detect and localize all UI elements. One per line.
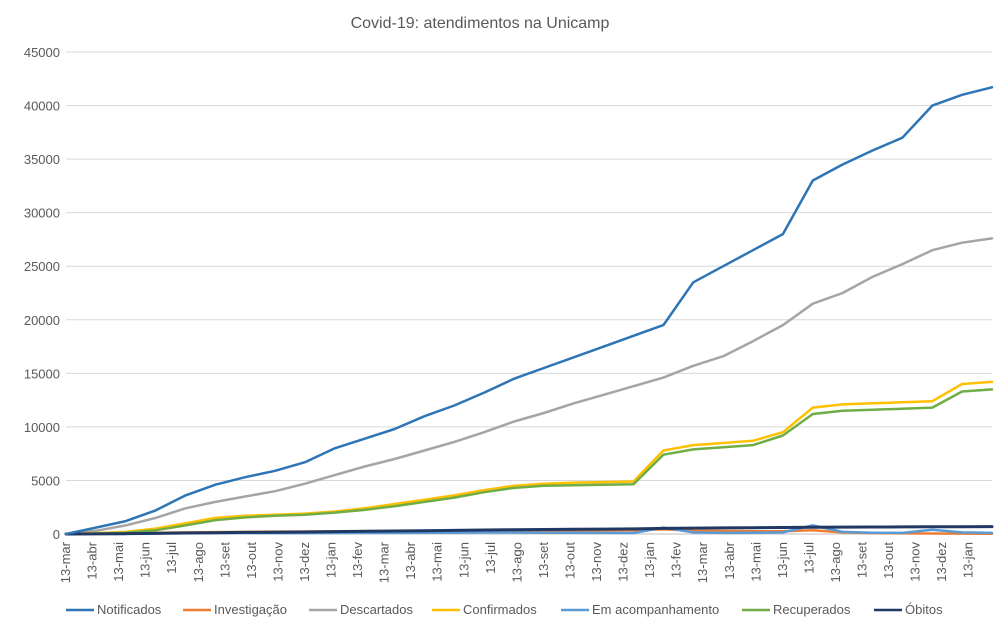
x-tick-label: 13-abr <box>403 541 418 579</box>
x-tick-label: 13-mar <box>377 541 392 583</box>
y-tick-label: 45000 <box>24 45 60 60</box>
x-tick-label: 13-nov <box>908 542 923 582</box>
x-tick-label: 13-fev <box>669 542 684 579</box>
y-tick-label: 15000 <box>24 366 60 381</box>
x-tick-label: 13-nov <box>270 542 285 582</box>
legend-label: Investigação <box>214 602 287 617</box>
x-tick-label: 13-jan <box>961 542 976 578</box>
x-tick-label: 13-out <box>881 542 896 579</box>
y-axis: 0 5000 10000 15000 20000 25000 30000 35000 40000… <box>24 45 60 542</box>
x-tick-label: 13-jun <box>456 542 471 578</box>
y-tick-label: 25000 <box>24 259 60 274</box>
x-axis: 13-mar 13-abr 13-mai 13-jun 13-jul 13-ago 13-s… <box>58 541 976 583</box>
x-tick-label: 13-fev <box>350 542 365 579</box>
x-tick-label: 13-ago <box>828 542 843 582</box>
x-tick-label: 13-mar <box>58 541 73 583</box>
x-tick-label: 13-jun <box>138 542 153 578</box>
legend-label: Descartados <box>340 602 413 617</box>
series-line-2 <box>64 237 994 536</box>
legend: Notificados Investigação Descartados Confir… <box>66 602 943 617</box>
legend-label: Confirmados <box>463 602 537 617</box>
x-tick-label: 13-jan <box>324 542 339 578</box>
y-tick-label: 0 <box>53 527 60 542</box>
chart-title: Covid-19: atendimentos na Unicamp <box>351 15 610 32</box>
gridlines <box>66 51 992 535</box>
x-tick-label: 13-jul <box>801 542 816 574</box>
x-tick-label: 13-out <box>562 542 577 579</box>
series-line-0 <box>64 86 994 536</box>
x-tick-label: 13-mai <box>430 542 445 582</box>
series-line-5 <box>64 388 994 536</box>
x-tick-label: 13-nov <box>589 542 604 582</box>
series-line-3 <box>64 380 994 536</box>
x-tick-label: 13-set <box>855 542 870 579</box>
series-line-6 <box>64 525 994 536</box>
x-tick-label: 13-dez <box>297 542 312 582</box>
y-tick-label: 20000 <box>24 313 60 328</box>
y-tick-label: 40000 <box>24 99 60 114</box>
x-tick-label: 13-abr <box>722 541 737 579</box>
legend-label: Óbitos <box>905 602 943 617</box>
legend-label: Notificados <box>97 602 162 617</box>
x-tick-label: 13-mai <box>748 542 763 582</box>
legend-label: Em acompanhamento <box>592 602 719 617</box>
x-tick-label: 13-jul <box>483 542 498 574</box>
y-tick-label: 30000 <box>24 206 60 221</box>
series-lines <box>64 86 994 536</box>
y-tick-label: 10000 <box>24 420 60 435</box>
x-tick-label: 13-ago <box>509 542 524 582</box>
x-tick-label: 13-dez <box>616 542 631 582</box>
x-tick-label: 13-mai <box>111 542 126 582</box>
x-tick-label: 13-jul <box>164 542 179 574</box>
x-tick-label: 13-mar <box>695 541 710 583</box>
y-tick-label: 35000 <box>24 152 60 167</box>
x-tick-label: 13-out <box>244 542 259 579</box>
x-tick-label: 13-ago <box>191 542 206 582</box>
x-tick-label: 13-dez <box>934 542 949 582</box>
x-tick-label: 13-jun <box>775 542 790 578</box>
x-tick-label: 13-jan <box>642 542 657 578</box>
legend-label: Recuperados <box>773 602 851 617</box>
x-tick-label: 13-set <box>217 542 232 579</box>
y-tick-label: 5000 <box>31 473 60 488</box>
x-tick-label: 13-abr <box>85 541 100 579</box>
x-tick-label: 13-set <box>536 542 551 579</box>
